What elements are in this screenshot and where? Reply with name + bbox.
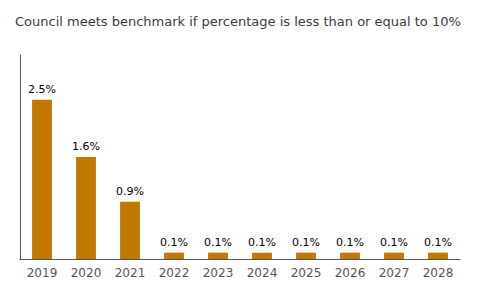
svg-text:0.1%: 0.1%: [204, 236, 232, 249]
svg-text:0.9%: 0.9%: [116, 185, 144, 198]
svg-text:0.1%: 0.1%: [160, 236, 188, 249]
svg-text:0.1%: 0.1%: [336, 236, 364, 249]
svg-text:2024: 2024: [247, 266, 278, 280]
svg-text:2028: 2028: [423, 266, 454, 280]
svg-text:2023: 2023: [203, 266, 234, 280]
svg-text:2025: 2025: [291, 266, 322, 280]
svg-text:2019: 2019: [27, 266, 58, 280]
svg-text:2020: 2020: [71, 266, 102, 280]
svg-text:2.5%: 2.5%: [28, 83, 56, 96]
svg-text:2021: 2021: [115, 266, 146, 280]
svg-text:2022: 2022: [159, 266, 190, 280]
svg-text:2027: 2027: [379, 266, 410, 280]
svg-text:0.1%: 0.1%: [424, 236, 452, 249]
svg-text:0.1%: 0.1%: [380, 236, 408, 249]
svg-text:0.1%: 0.1%: [292, 236, 320, 249]
svg-text:1.6%: 1.6%: [72, 140, 100, 153]
svg-text:Council meets benchmark if per: Council meets benchmark if percentage is…: [15, 14, 461, 29]
svg-text:2026: 2026: [335, 266, 366, 280]
svg-text:0.1%: 0.1%: [248, 236, 276, 249]
